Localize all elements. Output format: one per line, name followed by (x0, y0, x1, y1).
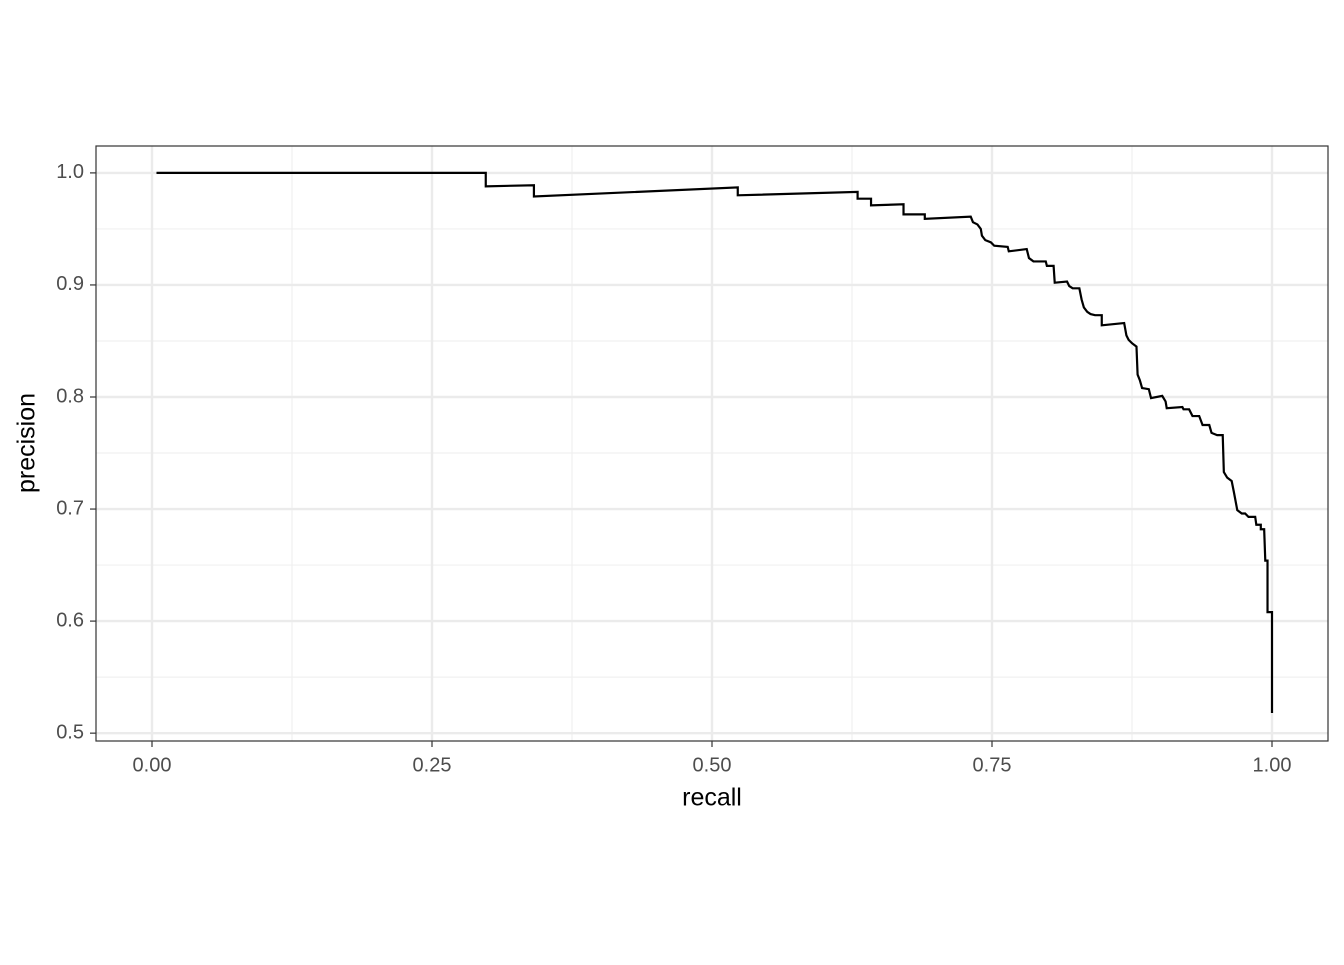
y-tick-label: 0.8 (56, 385, 84, 407)
y-tick-label: 0.7 (56, 497, 84, 519)
x-tick-label: 0.25 (413, 754, 452, 776)
y-axis-title: precision (13, 393, 41, 493)
x-tick-label: 1.00 (1253, 754, 1292, 776)
panel-border (95, 145, 1329, 742)
y-tick-label: 0.6 (56, 609, 84, 631)
y-tick-label: 0.9 (56, 273, 84, 295)
x-axis-title: recall (682, 784, 742, 812)
y-tick-label: 1.0 (56, 161, 84, 183)
y-tick-label: 0.5 (56, 721, 84, 743)
x-tick-label: 0.50 (693, 754, 732, 776)
x-tick-label: 0.00 (133, 754, 172, 776)
x-tick-label: 0.75 (973, 754, 1012, 776)
line (156, 171, 1274, 713)
